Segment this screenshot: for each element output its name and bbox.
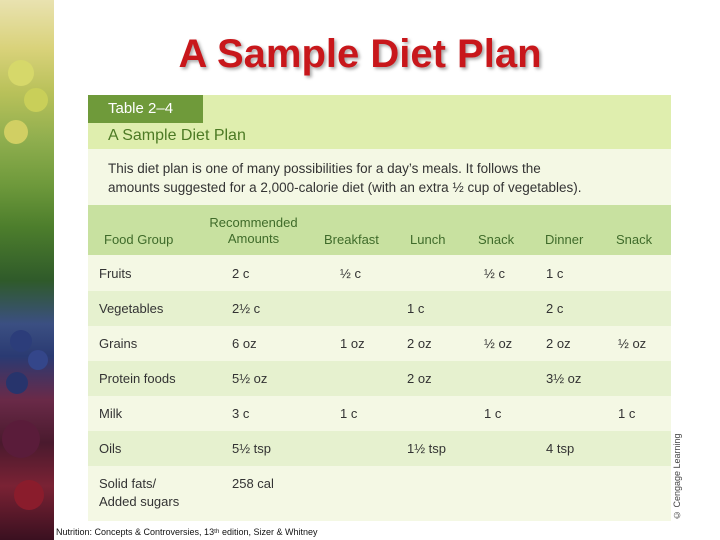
recommended-amount-cell: 6 oz — [232, 336, 257, 351]
table-number-tag: Table 2–4 — [88, 95, 203, 123]
grape-decoration — [4, 120, 28, 144]
snack-cell: ½ oz — [484, 336, 513, 351]
lunch-cell: 2 oz — [407, 336, 432, 351]
food-group-cell: Oils — [99, 441, 122, 456]
recommended-amount-cell: 5½ tsp — [232, 441, 272, 456]
column-header-row: Food Group Recommended Amounts Breakfast … — [88, 205, 671, 255]
produce-photo-strip — [0, 0, 54, 540]
description-line: amounts suggested for a 2,000-calorie di… — [108, 180, 582, 195]
grape-decoration — [24, 88, 48, 112]
description-line: This diet plan is one of many possibilit… — [108, 161, 541, 176]
column-header-lunch: Lunch — [410, 232, 446, 247]
column-header-text: Recommended Amounts — [209, 215, 298, 246]
breakfast-cell: 1 c — [340, 406, 358, 421]
slide-title: A Sample Diet Plan — [178, 32, 542, 76]
lunch-cell: 2 oz — [407, 371, 432, 386]
table-row: Oils 5½ tsp 1½ tsp 4 tsp — [88, 431, 671, 466]
table-row: Solid fats/ Added sugars 258 cal — [88, 468, 671, 518]
table-row: Fruits 2 c ½ c ½ c 1 c — [88, 256, 671, 291]
diet-plan-table: Table 2–4 A Sample Diet Plan This diet p… — [88, 95, 671, 521]
column-header-recommended-amounts: Recommended Amounts — [206, 215, 301, 247]
dinner-cell: 2 oz — [546, 336, 571, 351]
column-header-food-group: Food Group — [104, 232, 174, 247]
grape-decoration — [8, 60, 34, 86]
table-header-band: Table 2–4 A Sample Diet Plan — [88, 95, 671, 149]
snack-cell: ½ c — [484, 266, 505, 281]
snack-cell: 1 c — [618, 406, 636, 421]
berry-decoration — [28, 350, 48, 370]
source-caption: Nutrition: Concepts & Controversies, 13ᵗ… — [56, 527, 318, 537]
dinner-cell: 3½ oz — [546, 371, 582, 386]
table-row: Milk 3 c 1 c 1 c 1 c — [88, 396, 671, 431]
food-group-cell: Milk — [99, 406, 123, 421]
table-row: Vegetables 2½ c 1 c 2 c — [88, 291, 671, 326]
snack-cell: ½ oz — [618, 336, 647, 351]
column-header-snack: Snack — [616, 232, 653, 247]
berry-decoration — [10, 330, 32, 352]
cherry-decoration — [14, 480, 44, 510]
berry-decoration — [6, 372, 28, 394]
food-group-cell: Grains — [99, 336, 138, 351]
breakfast-cell: 1 oz — [340, 336, 365, 351]
recommended-amount-cell: 2 c — [232, 266, 250, 281]
table-row: Protein foods 5½ oz 2 oz 3½ oz — [88, 361, 671, 396]
plum-decoration — [2, 420, 40, 458]
food-group-cell: Protein foods — [99, 371, 176, 386]
snack-cell: 1 c — [484, 406, 502, 421]
food-group-line: Added sugars — [99, 494, 180, 509]
recommended-amount-cell: 5½ oz — [232, 371, 268, 386]
column-header-snack: Snack — [478, 232, 515, 247]
food-group-cell: Fruits — [99, 266, 132, 281]
table-title: A Sample Diet Plan — [108, 127, 246, 144]
food-group-line: Solid fats/ — [99, 476, 157, 491]
recommended-amount-cell: 3 c — [232, 406, 250, 421]
food-group-cell: Solid fats/ Added sugars — [99, 475, 179, 511]
lunch-cell: 1½ tsp — [407, 441, 447, 456]
recommended-amount-cell: 258 cal — [232, 476, 274, 491]
copyright-credit: © Cengage Learning — [672, 433, 682, 520]
dinner-cell: 4 tsp — [546, 441, 575, 456]
food-group-cell: Vegetables — [99, 301, 164, 316]
column-header-dinner: Dinner — [545, 232, 584, 247]
lunch-cell: 1 c — [407, 301, 425, 316]
dinner-cell: 2 c — [546, 301, 564, 316]
recommended-amount-cell: 2½ c — [232, 301, 261, 316]
dinner-cell: 1 c — [546, 266, 564, 281]
table-row: Grains 6 oz 1 oz 2 oz ½ oz 2 oz ½ oz — [88, 326, 671, 361]
table-description: This diet plan is one of many possibilit… — [108, 159, 663, 197]
breakfast-cell: ½ c — [340, 266, 361, 281]
column-header-breakfast: Breakfast — [324, 232, 379, 247]
